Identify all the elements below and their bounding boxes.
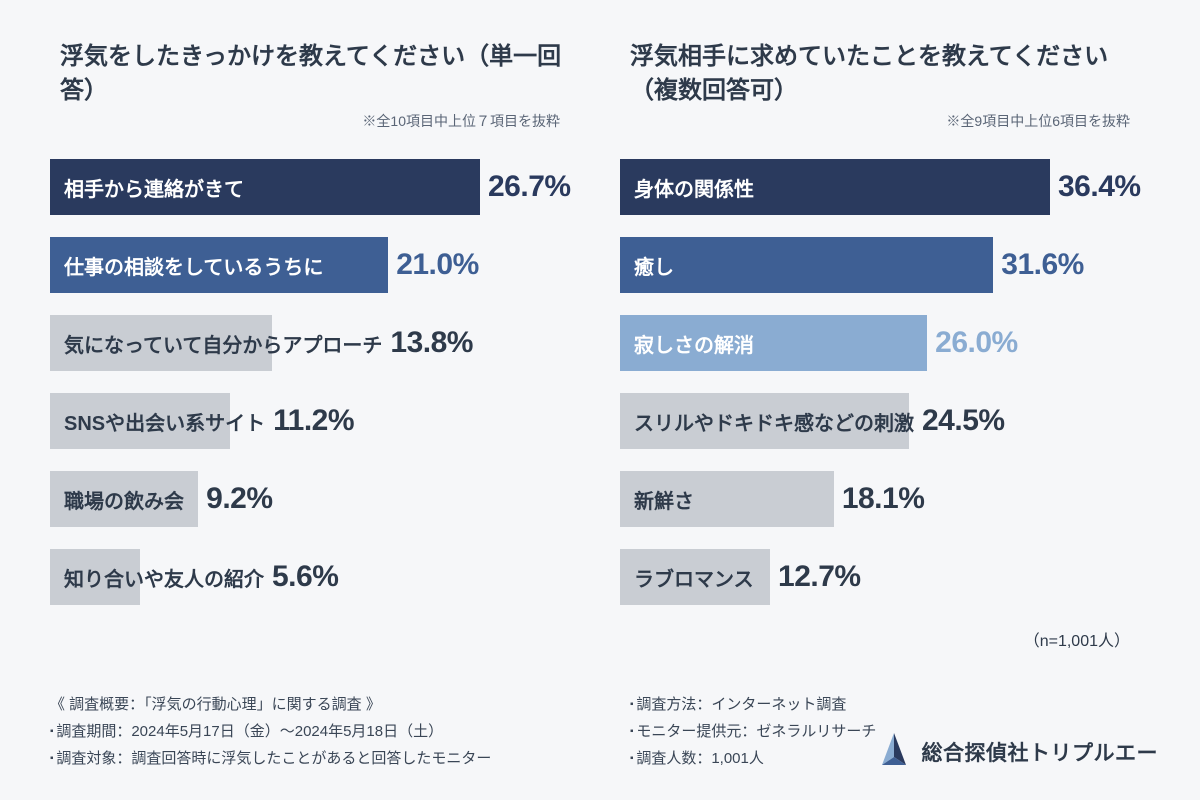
bar-row: SNSや出会い系サイト 11.2% [50, 393, 580, 449]
bar: スリルやドキドキ感などの刺激 [620, 393, 909, 449]
bar: 気になっていて自分からアプローチ [50, 315, 272, 371]
bar: 仕事の相談をしているうちに [50, 237, 388, 293]
left-chart-panel: 浮気をしたきっかけを教えてください（単一回答） ※全10項目中上位７項目を抜粋 … [50, 40, 580, 651]
bar-row: 知り合いや友人の紹介 5.6% [50, 549, 580, 605]
bar-value: 11.2% [273, 404, 354, 438]
bar: 職場の飲み会 [50, 471, 198, 527]
footer-line: 《 調査概要：「浮気の行動心理」に関する調査 》 [50, 691, 570, 718]
bar: 相手から連絡がきて [50, 159, 480, 215]
bar-label: SNSや出会い系サイト [64, 407, 265, 436]
bar-row: 寂しさの解消 26.0% [620, 315, 1150, 371]
bar-label: 仕事の相談をしているうちに [64, 251, 323, 280]
sample-size: （n=1,001人） [620, 627, 1130, 651]
bar-row: ラブロマンス 12.7% [620, 549, 1150, 605]
bar-value: 31.6% [1001, 248, 1084, 282]
right-chart-note: ※全9項目中上位6項目を抜粋 [620, 111, 1130, 131]
bar-value: 12.7% [778, 560, 861, 594]
bar-value: 24.5% [922, 404, 1005, 438]
bar-row: 新鮮さ 18.1% [620, 471, 1150, 527]
bar-value: 13.8% [390, 326, 473, 360]
bar-label: スリルやドキドキ感などの刺激 [634, 407, 914, 436]
bar-row: 気になっていて自分からアプローチ 13.8% [50, 315, 580, 371]
bar: 知り合いや友人の紹介 [50, 549, 140, 605]
bar-row: スリルやドキドキ感などの刺激 24.5% [620, 393, 1150, 449]
bar-label: 知り合いや友人の紹介 [64, 563, 264, 592]
bar-value: 26.0% [935, 326, 1018, 360]
bar: 寂しさの解消 [620, 315, 927, 371]
bar: SNSや出会い系サイト [50, 393, 230, 449]
bar-label: 身体の関係性 [634, 173, 754, 202]
left-chart-title: 浮気をしたきっかけを教えてください（単一回答） [60, 40, 580, 107]
bar-label: ラブロマンス [634, 563, 754, 592]
bar-label: 癒し [634, 251, 674, 280]
bar-label: 新鮮さ [634, 485, 694, 514]
brand: 総合探偵社トリプルエー [876, 731, 1159, 772]
bar-value: 21.0% [396, 248, 479, 282]
bar: 新鮮さ [620, 471, 834, 527]
footer-line: 調査期間：2024年5月17日（金）～2024年5月18日（土） [50, 718, 570, 745]
bar: 身体の関係性 [620, 159, 1050, 215]
footer-line: 調査方法：インターネット調査 [630, 691, 1150, 718]
bar-value: 18.1% [842, 482, 925, 516]
bar: 癒し [620, 237, 993, 293]
bar-row: 仕事の相談をしているうちに 21.0% [50, 237, 580, 293]
bar: ラブロマンス [620, 549, 770, 605]
bar-row: 職場の飲み会 9.2% [50, 471, 580, 527]
bar-row: 癒し 31.6% [620, 237, 1150, 293]
right-chart-title: 浮気相手に求めていたことを教えてください（複数回答可） [630, 40, 1150, 107]
left-bars-container: 相手から連絡がきて 26.7% 仕事の相談をしているうちに 21.0% 気になっていて自… [50, 159, 580, 605]
brand-logo-icon [876, 731, 912, 772]
left-chart-note: ※全10項目中上位７項目を抜粋 [50, 111, 560, 131]
bar-value: 5.6% [272, 560, 338, 594]
bar-label: 相手から連絡がきて [64, 173, 244, 202]
bar-value: 26.7% [488, 170, 571, 204]
bar-label: 寂しさの解消 [634, 329, 754, 358]
right-chart-panel: 浮気相手に求めていたことを教えてください（複数回答可） ※全9項目中上位6項目を… [620, 40, 1150, 651]
footer-line: 調査対象：調査回答時に浮気したことがあると回答したモニター [50, 745, 570, 772]
bar-label: 気になっていて自分からアプローチ [64, 329, 382, 358]
bar-row: 相手から連絡がきて 26.7% [50, 159, 580, 215]
footer-left-col: 《 調査概要：「浮気の行動心理」に関する調査 》調査期間：2024年5月17日（… [50, 691, 570, 772]
bar-label: 職場の飲み会 [64, 485, 184, 514]
bar-row: 身体の関係性 36.4% [620, 159, 1150, 215]
brand-name: 総合探偵社トリプルエー [922, 737, 1159, 767]
bar-value: 36.4% [1058, 170, 1141, 204]
bar-value: 9.2% [206, 482, 272, 516]
right-bars-container: 身体の関係性 36.4% 癒し 31.6% 寂しさの解消 26.0% スリルやドキドキ感など… [620, 159, 1150, 605]
